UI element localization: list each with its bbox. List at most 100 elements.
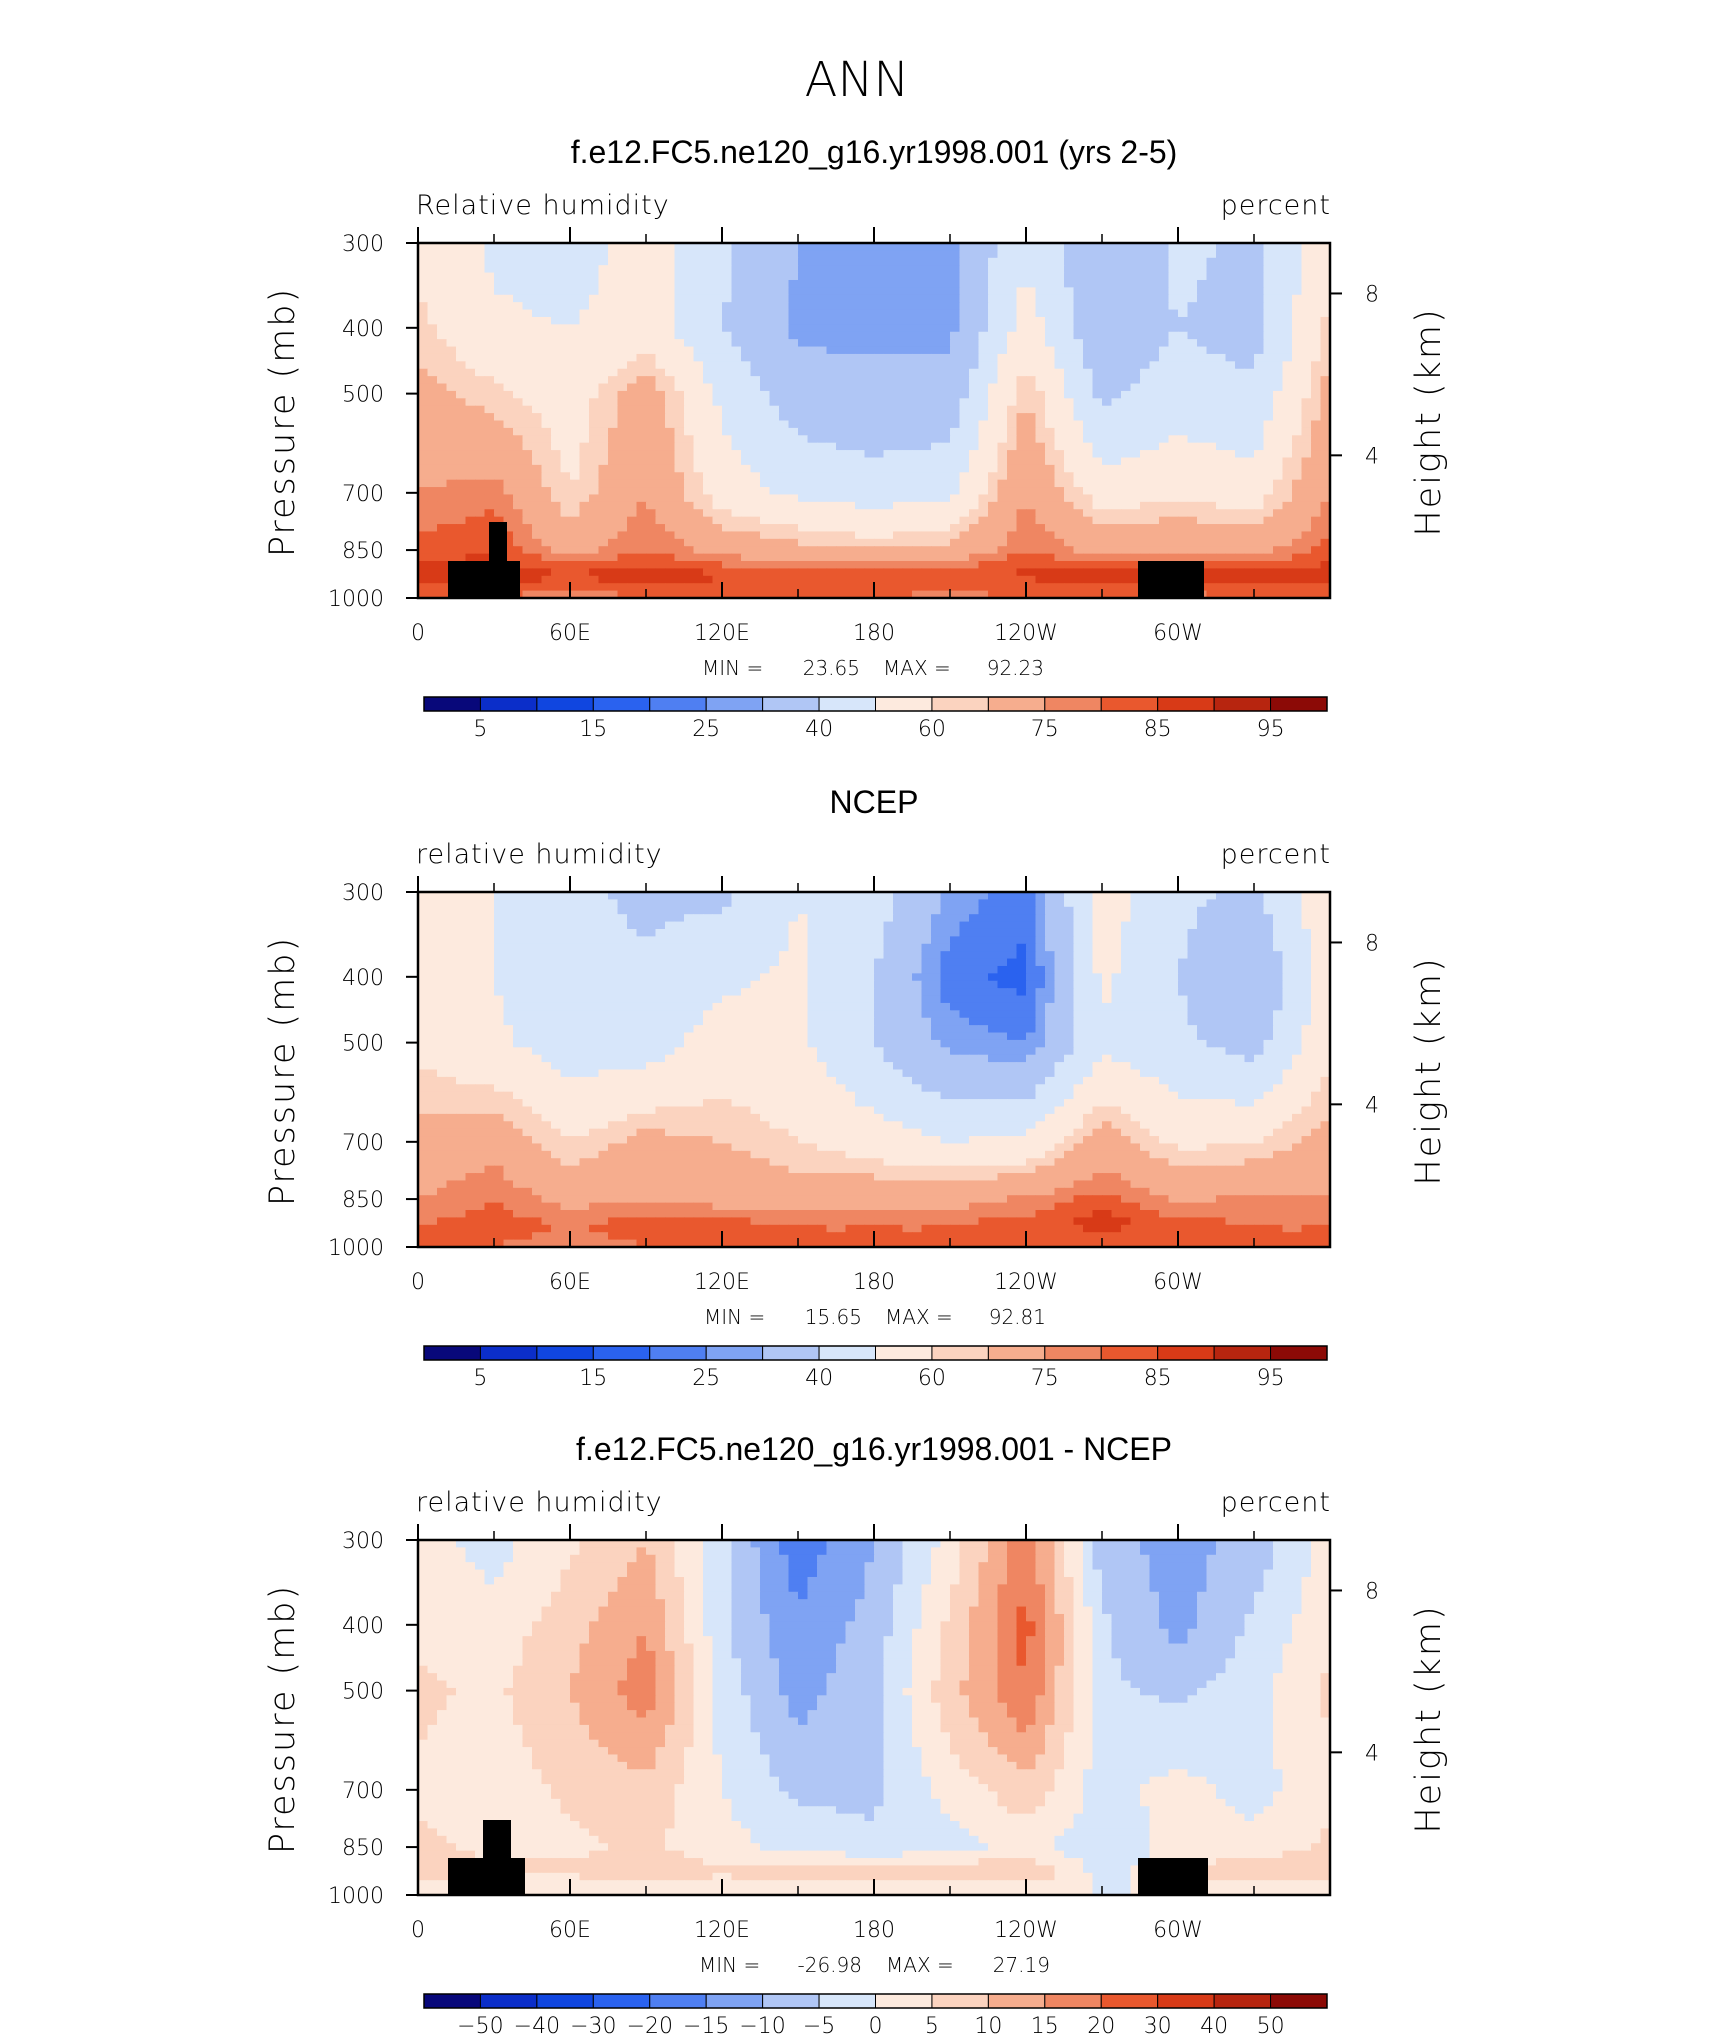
heatmap-cell bbox=[1292, 906, 1303, 915]
heatmap-cell bbox=[1007, 427, 1018, 436]
heatmap-cell bbox=[1197, 353, 1208, 362]
heatmap-cell bbox=[636, 420, 647, 429]
heatmap-cell bbox=[503, 457, 514, 466]
heatmap-cell bbox=[589, 575, 600, 584]
heatmap-cell bbox=[1121, 324, 1132, 333]
heatmap-cell bbox=[522, 302, 533, 311]
heatmap-cell bbox=[874, 906, 885, 915]
heatmap-cell bbox=[883, 309, 894, 318]
heatmap-cell bbox=[1292, 524, 1303, 533]
heatmap-cell bbox=[1254, 339, 1265, 348]
heatmap-cell bbox=[988, 243, 999, 251]
heatmap-cell bbox=[741, 892, 752, 900]
heatmap-cell bbox=[864, 390, 875, 399]
heatmap-cell bbox=[684, 442, 695, 451]
heatmap-cell bbox=[1197, 265, 1208, 274]
heatmap-cell bbox=[1197, 413, 1208, 422]
heatmap-cell bbox=[1026, 339, 1037, 348]
heatmap-cell bbox=[1263, 479, 1274, 488]
heatmap-cell bbox=[551, 450, 562, 459]
heatmap-cell bbox=[1007, 331, 1018, 340]
heatmap-cell bbox=[1311, 509, 1322, 518]
heatmap-cell bbox=[665, 494, 676, 503]
heatmap-cell bbox=[655, 420, 666, 429]
heatmap-cell bbox=[503, 346, 514, 355]
heatmap-cell bbox=[1149, 376, 1160, 385]
heatmap-cell bbox=[836, 590, 847, 598]
heatmap-cell bbox=[646, 487, 657, 496]
colorbar-frame bbox=[423, 696, 1328, 712]
heatmap-cell bbox=[788, 302, 799, 311]
heatmap-cell bbox=[817, 553, 828, 562]
heatmap-cell bbox=[807, 368, 818, 377]
heatmap-cell bbox=[1035, 361, 1046, 370]
heatmap-cell bbox=[807, 324, 818, 333]
heatmap-cell bbox=[693, 899, 704, 908]
heatmap-cell bbox=[598, 309, 609, 318]
heatmap-cell bbox=[1282, 450, 1293, 459]
heatmap-cell bbox=[522, 309, 533, 318]
heatmap-cell bbox=[1073, 568, 1084, 577]
heatmap-cell bbox=[864, 302, 875, 311]
heatmap-cell bbox=[741, 331, 752, 340]
heatmap-cell bbox=[627, 464, 638, 473]
heatmap-cell bbox=[788, 516, 799, 525]
heatmap-cell bbox=[1292, 257, 1303, 266]
heatmap-cell bbox=[570, 892, 581, 900]
heatmap-cell bbox=[551, 279, 562, 288]
heatmap-cell bbox=[1083, 376, 1094, 385]
heatmap-cell bbox=[484, 346, 495, 355]
heatmap-cell bbox=[560, 472, 571, 481]
heatmap-cell bbox=[1168, 427, 1179, 436]
heatmap-cell bbox=[1073, 906, 1084, 915]
heatmap-cell bbox=[779, 398, 790, 407]
heatmap-cell bbox=[646, 472, 657, 481]
heatmap-cell bbox=[845, 457, 856, 466]
heatmap-cell bbox=[760, 457, 771, 466]
colorbar-swatch bbox=[592, 696, 651, 712]
heatmap-cell bbox=[494, 287, 505, 296]
heatmap-cell bbox=[722, 442, 733, 451]
heatmap-cell bbox=[874, 892, 885, 900]
heatmap-cell bbox=[1254, 501, 1265, 510]
heatmap-cell bbox=[1159, 509, 1170, 518]
heatmap-cell bbox=[532, 899, 543, 908]
heatmap-cell bbox=[741, 250, 752, 259]
heatmap-cell bbox=[1301, 376, 1312, 385]
heatmap-cell bbox=[1206, 353, 1217, 362]
heatmap-cell bbox=[532, 376, 543, 385]
heatmap-cell bbox=[798, 457, 809, 466]
heatmap-cell bbox=[560, 442, 571, 451]
heatmap-cell bbox=[655, 272, 666, 281]
heatmap-cell bbox=[798, 509, 809, 518]
heatmap-cell bbox=[560, 257, 571, 266]
heatmap-cell bbox=[826, 420, 837, 429]
heatmap-cell bbox=[1320, 368, 1330, 377]
heatmap-cell bbox=[1092, 546, 1103, 555]
heatmap-cell bbox=[418, 583, 429, 592]
heatmap-cell bbox=[617, 553, 628, 562]
heatmap-cell bbox=[627, 479, 638, 488]
heatmap-cell bbox=[1092, 368, 1103, 377]
heatmap-cell bbox=[1197, 494, 1208, 503]
heatmap-cell bbox=[1083, 568, 1094, 577]
heatmap-cell bbox=[693, 450, 704, 459]
heatmap-cell bbox=[646, 302, 657, 311]
heatmap-cell bbox=[807, 457, 818, 466]
heatmap-cell bbox=[693, 472, 704, 481]
heatmap-cell bbox=[978, 524, 989, 533]
heatmap-cell bbox=[1016, 287, 1027, 296]
heatmap-cell bbox=[551, 324, 562, 333]
heatmap-cell bbox=[608, 353, 619, 362]
heatmap-cell bbox=[874, 435, 885, 444]
heatmap-cell bbox=[883, 361, 894, 370]
heatmap-cell bbox=[836, 368, 847, 377]
heatmap-cell bbox=[931, 575, 942, 584]
heatmap-cell bbox=[1216, 892, 1227, 900]
heatmap-cell bbox=[1292, 479, 1303, 488]
heatmap-cell bbox=[722, 494, 733, 503]
heatmap-cell bbox=[731, 457, 742, 466]
heatmap-cell bbox=[1320, 583, 1330, 592]
heatmap-cell bbox=[750, 553, 761, 562]
heatmap-cell bbox=[1159, 501, 1170, 510]
